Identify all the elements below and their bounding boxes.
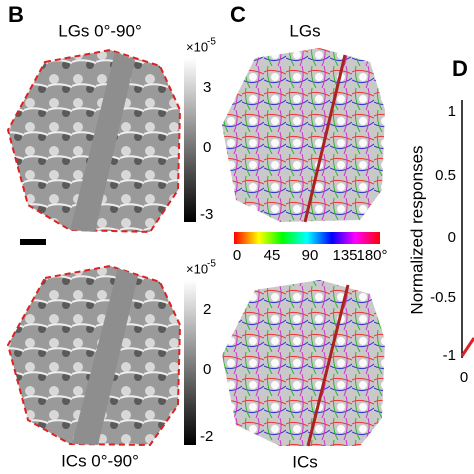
hue-tick: 0 [233, 247, 241, 264]
hue-tick: 180° [356, 247, 387, 264]
panel-label: C [230, 2, 246, 27]
y-tick-label: -0.5 [430, 289, 456, 306]
hue-tick: 90 [302, 247, 319, 264]
map-title: LGs [289, 21, 320, 40]
map-title: LGs 0°-90° [58, 21, 142, 40]
colorbar-tick: -2 [200, 428, 213, 445]
contour-map [222, 48, 385, 222]
scale-bar [20, 239, 46, 245]
scale-text: ×10 [186, 261, 208, 276]
hue-colorbar [234, 232, 380, 244]
vessel [303, 54, 347, 223]
colorbar [184, 280, 196, 445]
scale-exponent: -5 [207, 259, 216, 270]
scale-exponent: -5 [207, 37, 216, 48]
hue-tick: 135 [332, 247, 357, 264]
response-curve [460, 337, 474, 357]
y-axis-label: Normalized responses [407, 145, 426, 314]
y-tick-label: 0.5 [435, 167, 456, 184]
y-tick-label: -1 [443, 347, 456, 364]
map-title: ICs [292, 452, 318, 471]
vessel [306, 284, 350, 447]
vessel [72, 268, 138, 445]
colorbar-tick: -3 [200, 206, 213, 223]
contour-map [222, 280, 385, 446]
response-map [6, 264, 182, 447]
colorbar [184, 58, 196, 222]
colorbar-tick: 0 [203, 361, 211, 378]
hue-tick: 45 [264, 247, 281, 264]
panel-label: D [452, 56, 468, 81]
colorbar-tick: 3 [203, 79, 211, 96]
panel-label: B [8, 2, 24, 27]
map-title: ICs 0°-90° [61, 451, 139, 470]
vessel [70, 52, 135, 232]
y-tick-label: 0 [448, 229, 456, 246]
x-tick-label: 0 [460, 369, 468, 386]
y-tick-label: 1 [448, 103, 456, 120]
colorbar-tick: 0 [203, 139, 211, 156]
colorbar-tick: 2 [203, 301, 211, 318]
scale-text: ×10 [186, 39, 208, 54]
